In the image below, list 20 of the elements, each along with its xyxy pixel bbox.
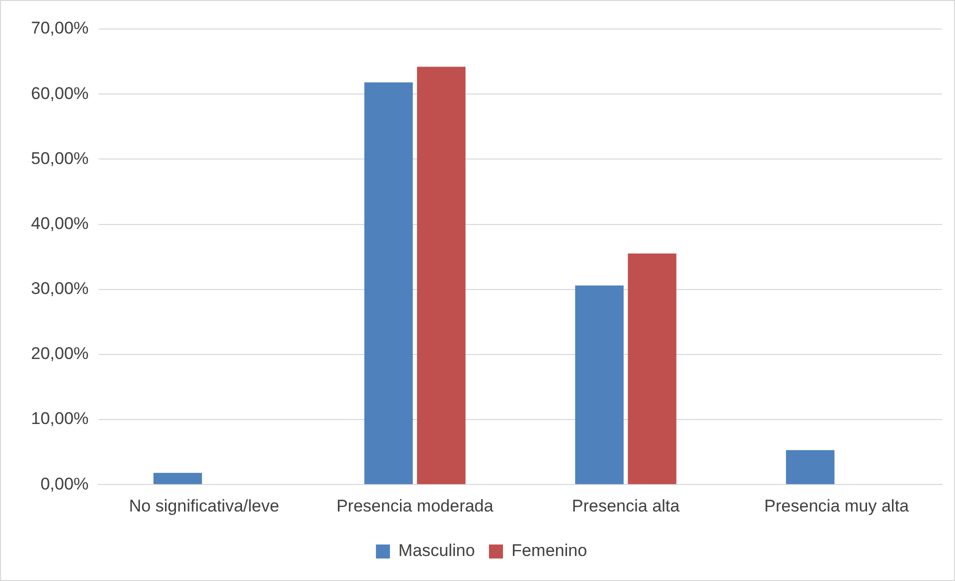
bar — [417, 66, 466, 484]
bar — [153, 472, 202, 484]
y-tick-label: 60,00% — [30, 84, 89, 103]
bar — [628, 254, 676, 484]
y-tick-label: 50,00% — [30, 148, 89, 168]
x-tick-label: No significativa/leve — [128, 496, 280, 516]
x-tick-label: Presencia alta — [572, 496, 680, 516]
x-tick-label: Presencia moderada — [336, 496, 494, 516]
y-tick-label: 20,00% — [30, 344, 89, 364]
bar — [575, 285, 624, 484]
y-tick-label: 70,00% — [30, 18, 89, 38]
y-tick-label: 10,00% — [30, 409, 89, 428]
y-tick-label: 40,00% — [30, 214, 89, 233]
x-tick-label: Presencia muy alta — [764, 496, 910, 516]
y-tick-label: 0,00% — [40, 474, 89, 494]
bar — [364, 82, 413, 484]
y-tick-label: 30,00% — [30, 279, 89, 298]
legend-label: Femenino — [511, 541, 588, 560]
bar — [786, 450, 834, 484]
legend-label: Masculino — [398, 541, 475, 560]
